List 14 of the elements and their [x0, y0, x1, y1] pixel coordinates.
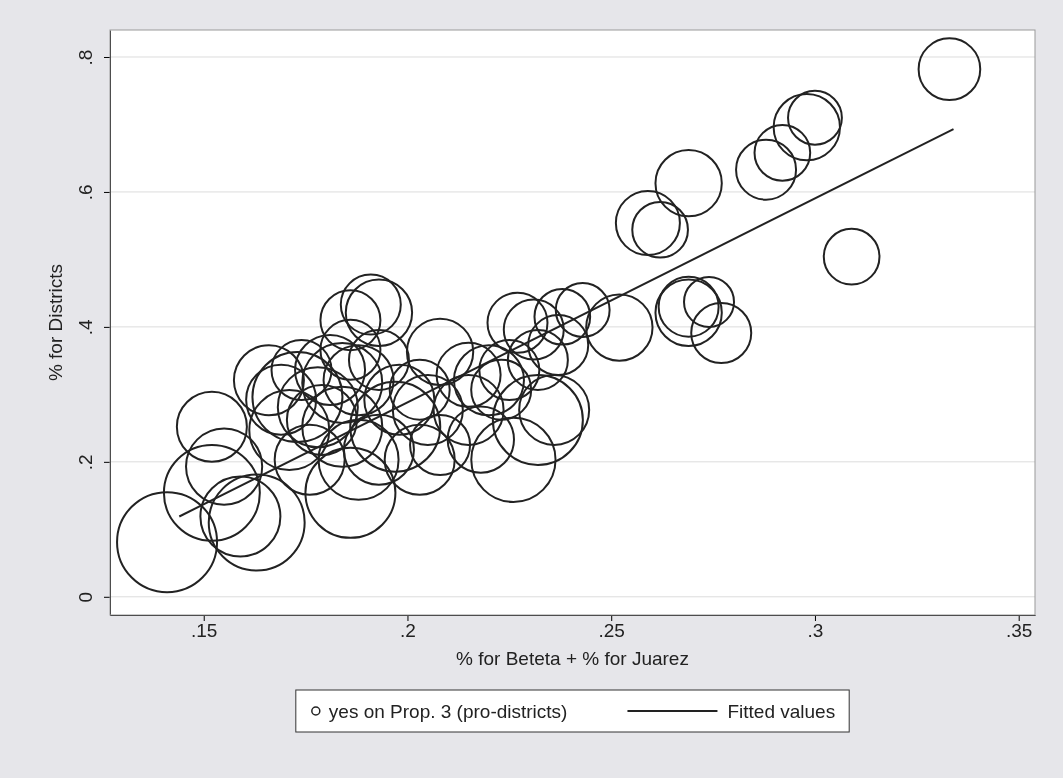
- x-tick-label: .25: [598, 620, 625, 642]
- y-tick-label: .2: [75, 454, 96, 471]
- y-axis-title: % for Districts: [45, 263, 66, 382]
- y-tick-label: .6: [75, 184, 96, 201]
- x-tick-label: .35: [1005, 620, 1033, 642]
- x-tick-label: .15: [191, 620, 218, 642]
- legend-label: Fitted values: [727, 701, 836, 722]
- x-tick-label: .3: [807, 620, 824, 642]
- x-tick-label: .2: [400, 620, 416, 642]
- legend-label: yes on Prop. 3 (pro-districts): [328, 701, 568, 722]
- y-tick-label: .4: [75, 319, 96, 336]
- y-tick-label: .8: [75, 49, 96, 66]
- y-tick-label: 0: [75, 591, 96, 603]
- x-axis-title: % for Beteta + % for Juarez: [456, 648, 689, 669]
